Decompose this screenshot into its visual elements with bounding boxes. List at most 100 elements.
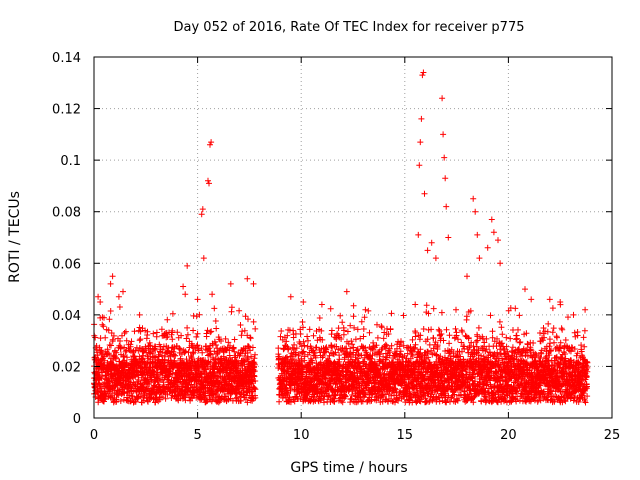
data-point (98, 347, 105, 354)
data-point (388, 310, 395, 317)
data-point (349, 392, 355, 398)
data-point (247, 334, 254, 341)
data-point (335, 325, 342, 332)
data-point (215, 399, 222, 406)
data-point (361, 314, 368, 321)
data-point (252, 351, 258, 358)
data-point (152, 343, 159, 350)
data-point (293, 345, 300, 352)
data-point (151, 384, 158, 391)
data-point (110, 332, 117, 339)
data-point (136, 337, 143, 344)
data-point (366, 329, 373, 336)
data-point (104, 346, 111, 353)
data-point (117, 398, 124, 404)
data-point (230, 345, 237, 352)
data-point (280, 377, 287, 384)
data-point (252, 378, 259, 384)
data-point (147, 342, 154, 349)
data-point (96, 380, 103, 387)
data-point (158, 326, 165, 333)
data-point (251, 368, 258, 375)
data-point (240, 391, 247, 398)
data-point (98, 385, 105, 392)
data-point (366, 394, 373, 401)
data-point (319, 336, 326, 343)
data-point (238, 332, 245, 339)
data-point (310, 349, 317, 355)
data-point (341, 356, 348, 363)
data-point (332, 349, 339, 356)
data-point (276, 398, 283, 405)
data-point (317, 397, 324, 404)
data-point (409, 352, 416, 359)
data-point (127, 398, 134, 405)
data-point (336, 356, 343, 363)
data-point (116, 342, 123, 349)
data-point (183, 356, 190, 363)
data-point (374, 334, 381, 341)
data-point (128, 338, 135, 345)
data-point (305, 337, 311, 344)
data-point (388, 342, 395, 349)
data-point (350, 302, 357, 309)
data-point (116, 304, 123, 310)
data-point (246, 343, 252, 350)
data-point (251, 361, 258, 368)
data-point (337, 312, 344, 319)
data-point (362, 391, 369, 398)
data-point (354, 326, 361, 333)
data-point (388, 392, 395, 399)
data-point (291, 341, 298, 348)
data-point (236, 307, 243, 314)
data-point (348, 338, 355, 345)
data-point (284, 332, 291, 339)
data-point (398, 339, 404, 346)
data-point (195, 346, 202, 353)
data-point (370, 339, 377, 346)
data-point (355, 351, 362, 358)
data-point (144, 359, 150, 366)
data-point (211, 305, 218, 312)
data-point (357, 362, 364, 369)
data-point (174, 329, 181, 336)
data-point (212, 339, 218, 345)
data-point (345, 340, 352, 347)
data-point (373, 342, 380, 349)
data-point (164, 316, 171, 323)
data-point (213, 325, 220, 332)
data-point (313, 393, 320, 400)
data-point (194, 330, 201, 337)
data-point (169, 336, 176, 343)
data-point (300, 348, 307, 355)
data-point (175, 379, 182, 386)
data-point (311, 350, 318, 357)
data-point (372, 383, 379, 389)
data-point (335, 346, 342, 353)
data-point (227, 342, 233, 349)
data-point (166, 371, 173, 378)
data-point (139, 383, 146, 390)
data-point (310, 332, 317, 339)
data-point (117, 345, 124, 352)
data-point (329, 344, 336, 351)
data-point (301, 353, 308, 360)
data-point (249, 344, 256, 351)
data-point (318, 327, 325, 334)
data-point (360, 387, 367, 394)
data-point (379, 358, 386, 365)
data-point (285, 345, 292, 352)
data-point (237, 322, 244, 328)
data-point (250, 318, 257, 325)
data-point (105, 327, 112, 334)
data-point (307, 378, 314, 385)
data-point (357, 335, 364, 342)
data-point (409, 336, 416, 343)
data-point (169, 327, 176, 334)
data-point (108, 342, 114, 349)
data-point (400, 312, 407, 319)
data-point (117, 338, 123, 344)
data-point (328, 327, 335, 334)
data-point (387, 325, 394, 332)
